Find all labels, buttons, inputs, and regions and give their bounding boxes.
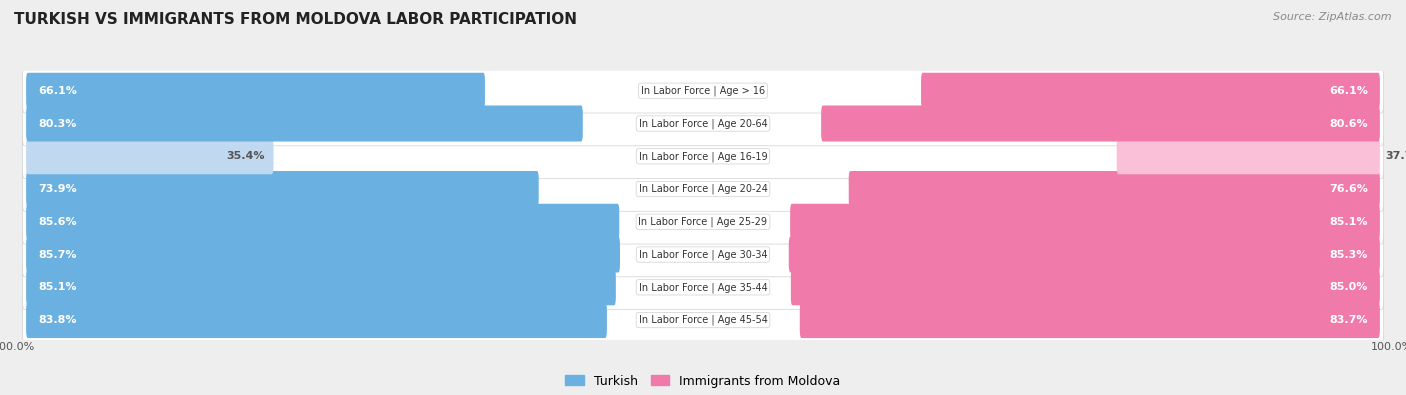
Text: In Labor Force | Age 20-24: In Labor Force | Age 20-24 <box>638 184 768 194</box>
FancyBboxPatch shape <box>27 73 485 109</box>
FancyBboxPatch shape <box>27 138 273 174</box>
Text: 37.7%: 37.7% <box>1385 151 1406 161</box>
FancyBboxPatch shape <box>22 101 1384 146</box>
FancyBboxPatch shape <box>22 232 1384 277</box>
FancyBboxPatch shape <box>800 302 1379 338</box>
Text: 76.6%: 76.6% <box>1329 184 1368 194</box>
Text: In Labor Force | Age 30-34: In Labor Force | Age 30-34 <box>638 249 768 260</box>
Text: Source: ZipAtlas.com: Source: ZipAtlas.com <box>1274 12 1392 22</box>
FancyBboxPatch shape <box>821 105 1379 141</box>
FancyBboxPatch shape <box>789 237 1379 273</box>
Text: In Labor Force | Age 16-19: In Labor Force | Age 16-19 <box>638 151 768 162</box>
FancyBboxPatch shape <box>22 167 1384 211</box>
Text: 85.7%: 85.7% <box>38 250 77 260</box>
FancyBboxPatch shape <box>22 68 1384 113</box>
FancyBboxPatch shape <box>27 105 582 141</box>
FancyBboxPatch shape <box>27 302 607 338</box>
Text: 85.6%: 85.6% <box>38 217 77 227</box>
Text: In Labor Force | Age 35-44: In Labor Force | Age 35-44 <box>638 282 768 293</box>
Legend: Turkish, Immigrants from Moldova: Turkish, Immigrants from Moldova <box>561 370 845 393</box>
FancyBboxPatch shape <box>1116 138 1379 174</box>
FancyBboxPatch shape <box>849 171 1379 207</box>
FancyBboxPatch shape <box>22 265 1384 310</box>
FancyBboxPatch shape <box>27 204 619 240</box>
Text: 66.1%: 66.1% <box>1329 86 1368 96</box>
FancyBboxPatch shape <box>22 298 1384 342</box>
FancyBboxPatch shape <box>22 199 1384 244</box>
Text: In Labor Force | Age 25-29: In Labor Force | Age 25-29 <box>638 216 768 227</box>
Text: In Labor Force | Age 20-64: In Labor Force | Age 20-64 <box>638 118 768 129</box>
Text: 85.0%: 85.0% <box>1330 282 1368 292</box>
Text: 83.8%: 83.8% <box>38 315 77 325</box>
Text: 73.9%: 73.9% <box>38 184 77 194</box>
Text: 85.3%: 85.3% <box>1330 250 1368 260</box>
FancyBboxPatch shape <box>27 171 538 207</box>
Text: In Labor Force | Age 45-54: In Labor Force | Age 45-54 <box>638 315 768 325</box>
Text: 66.1%: 66.1% <box>38 86 77 96</box>
FancyBboxPatch shape <box>27 269 616 305</box>
Text: 35.4%: 35.4% <box>226 151 264 161</box>
Text: 85.1%: 85.1% <box>38 282 77 292</box>
Text: In Labor Force | Age > 16: In Labor Force | Age > 16 <box>641 85 765 96</box>
Text: TURKISH VS IMMIGRANTS FROM MOLDOVA LABOR PARTICIPATION: TURKISH VS IMMIGRANTS FROM MOLDOVA LABOR… <box>14 12 576 27</box>
Text: 80.3%: 80.3% <box>38 118 76 128</box>
Text: 80.6%: 80.6% <box>1329 118 1368 128</box>
FancyBboxPatch shape <box>22 134 1384 179</box>
FancyBboxPatch shape <box>790 269 1379 305</box>
FancyBboxPatch shape <box>921 73 1379 109</box>
Text: 83.7%: 83.7% <box>1329 315 1368 325</box>
FancyBboxPatch shape <box>790 204 1379 240</box>
Text: 85.1%: 85.1% <box>1329 217 1368 227</box>
FancyBboxPatch shape <box>27 237 620 273</box>
